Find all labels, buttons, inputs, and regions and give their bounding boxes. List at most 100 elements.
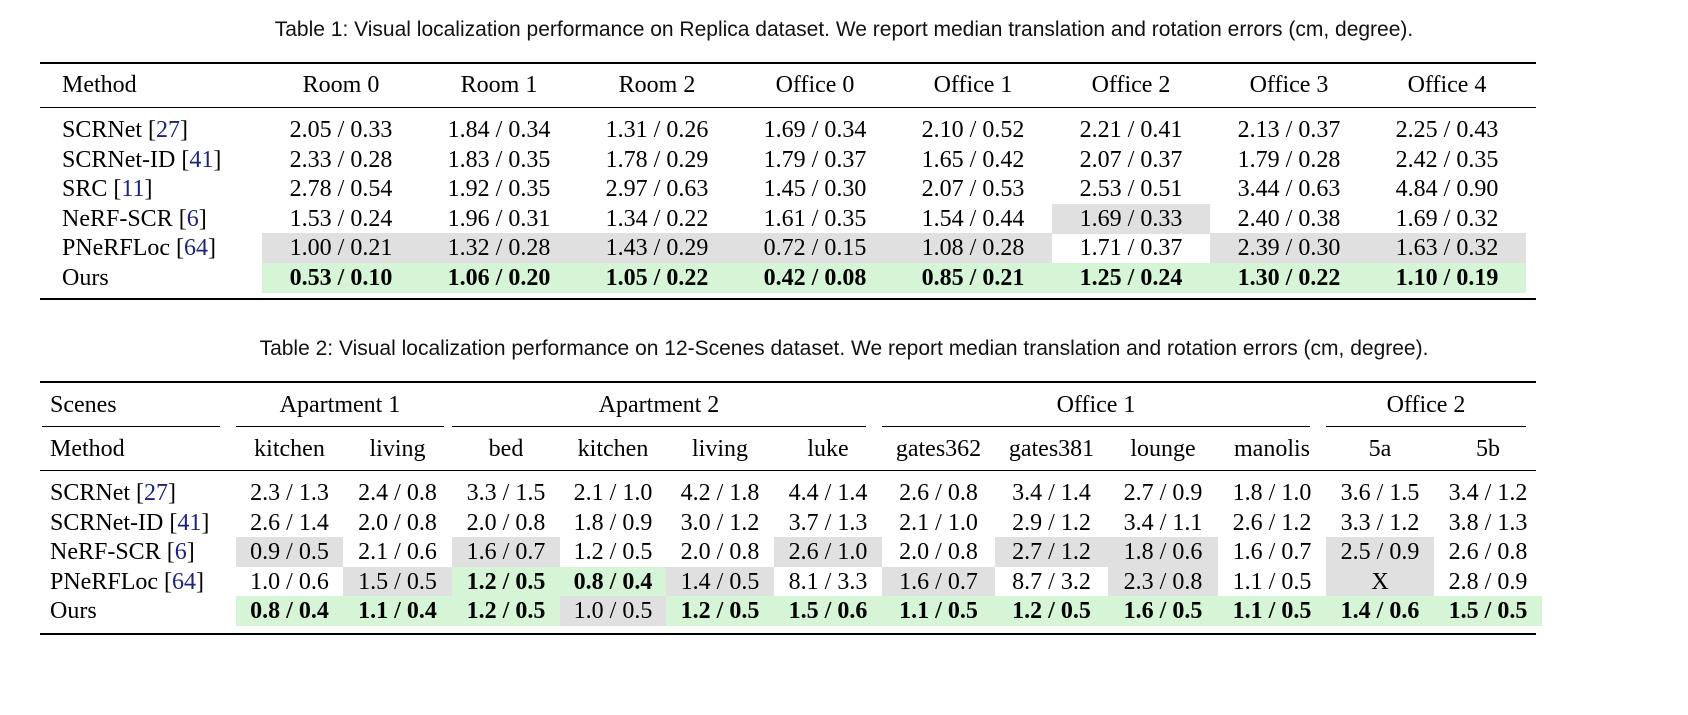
value-cell: 2.0 / 0.8	[899, 539, 978, 565]
value-cell: 2.0 / 0.8	[466, 509, 546, 536]
value-cell: 1.6 / 0.5	[1108, 596, 1218, 626]
header-cell: Method	[62, 72, 137, 98]
value-cell: 1.92 / 0.35	[447, 176, 551, 202]
value-cell: 1.4 / 0.6	[1326, 596, 1434, 626]
value-cell: 2.78 / 0.54	[289, 176, 393, 202]
value-cell: 2.42 / 0.35	[1395, 146, 1499, 173]
value-cell: 0.8 / 0.4	[236, 596, 343, 626]
rule	[42, 426, 220, 427]
method-cell: PNeRFLoc [64]	[50, 568, 204, 595]
value-cell: 1.53 / 0.24	[289, 205, 393, 232]
table-caption: Table 2: Visual localization performance…	[259, 337, 1429, 360]
value-cell: 2.39 / 0.30	[1210, 233, 1368, 263]
value-cell: 2.5 / 0.9	[1326, 537, 1434, 567]
value-cell: 3.7 / 1.3	[788, 509, 868, 536]
value-cell: 2.8 / 0.9	[1448, 568, 1528, 595]
value-cell: 0.9 / 0.5	[236, 537, 343, 567]
header-cell: Office 2	[1091, 72, 1171, 98]
header-cell: 5b	[1476, 436, 1500, 462]
method-cell: SCRNet [27]	[50, 480, 177, 506]
rule	[40, 107, 1536, 108]
value-cell: 1.30 / 0.22	[1210, 262, 1368, 293]
value-cell: 2.07 / 0.53	[921, 176, 1025, 202]
value-cell: 2.6 / 0.8	[899, 480, 978, 506]
header-cell: Office 1	[933, 72, 1013, 98]
value-cell: 1.10 / 0.19	[1368, 262, 1526, 293]
value-cell: 2.7 / 0.9	[1123, 480, 1203, 506]
header-cell: Office 4	[1407, 72, 1487, 98]
value-cell: 3.8 / 1.3	[1448, 509, 1528, 536]
value-cell: 2.7 / 1.2	[995, 537, 1108, 567]
value-cell: 0.72 / 0.15	[736, 233, 894, 263]
rule	[40, 298, 1536, 300]
value-cell: 2.0 / 0.8	[680, 539, 760, 565]
value-cell: 8.1 / 3.3	[788, 568, 868, 595]
value-cell: 3.44 / 0.63	[1237, 176, 1341, 202]
header-cell: manolis	[1234, 436, 1310, 462]
value-cell: 3.6 / 1.5	[1340, 480, 1420, 506]
value-cell: 1.69 / 0.33	[1052, 203, 1210, 234]
header-cell: Method	[50, 436, 125, 462]
group-header-cell: Office 1	[1056, 392, 1136, 418]
value-cell: 4.2 / 1.8	[680, 480, 760, 506]
header-cell: kitchen	[577, 436, 649, 462]
value-cell: 1.6 / 0.7	[882, 566, 995, 597]
value-cell: 1.2 / 0.5	[573, 539, 653, 565]
value-cell: 0.8 / 0.4	[560, 566, 666, 597]
header-cell: Room 2	[618, 72, 696, 98]
header-cell: Room 1	[460, 72, 538, 98]
value-cell: 1.0 / 0.6	[250, 568, 329, 595]
rule	[882, 426, 1310, 427]
rule	[452, 426, 866, 427]
table-caption: Table 1: Visual localization performance…	[274, 18, 1414, 41]
value-cell: 1.79 / 0.37	[763, 146, 867, 173]
value-cell: 1.1 / 0.5	[882, 596, 995, 626]
method-cell: SRC [11]	[62, 176, 153, 202]
value-cell: 2.21 / 0.41	[1079, 117, 1183, 143]
value-cell: 1.1 / 0.5	[1218, 596, 1326, 626]
value-cell: 3.3 / 1.5	[466, 480, 546, 506]
value-cell: 8.7 / 3.2	[1012, 568, 1091, 595]
value-cell: 1.83 / 0.35	[447, 146, 551, 173]
value-cell: 2.4 / 0.8	[358, 480, 437, 506]
value-cell: 1.61 / 0.35	[763, 205, 867, 232]
value-cell: 2.25 / 0.43	[1395, 117, 1499, 143]
value-cell: 1.69 / 0.32	[1395, 205, 1499, 232]
value-cell: 2.1 / 1.0	[573, 480, 653, 506]
value-cell: 2.1 / 1.0	[899, 509, 978, 536]
rule	[40, 633, 1536, 635]
group-header-cell: Office 2	[1386, 392, 1466, 418]
rule	[1326, 426, 1526, 427]
value-cell: 1.08 / 0.28	[894, 233, 1052, 263]
rule	[236, 426, 444, 427]
value-cell: 2.07 / 0.37	[1079, 146, 1183, 173]
method-cell: SCRNet [27]	[62, 117, 189, 143]
value-cell: 1.6 / 0.7	[1232, 539, 1312, 565]
value-cell: 2.6 / 1.2	[1232, 509, 1312, 536]
value-cell: 3.4 / 1.4	[1012, 480, 1091, 506]
header-cell: Room 0	[302, 72, 380, 98]
header-cell: bed	[488, 436, 524, 462]
group-header-cell: Scenes	[50, 392, 117, 418]
value-cell: 2.3 / 0.8	[1108, 566, 1218, 597]
value-cell: 1.4 / 0.5	[666, 566, 774, 597]
value-cell: 2.33 / 0.28	[289, 146, 393, 173]
value-cell: 0.85 / 0.21	[894, 262, 1052, 293]
value-cell: 1.8 / 1.0	[1232, 480, 1312, 506]
method-cell: Ours	[50, 598, 97, 624]
value-cell: 1.05 / 0.22	[578, 262, 736, 293]
value-cell: 2.05 / 0.33	[289, 117, 393, 143]
value-cell: 2.0 / 0.8	[358, 509, 437, 536]
header-cell: gates381	[1008, 436, 1095, 462]
header-cell: living	[691, 436, 748, 462]
value-cell: 2.6 / 1.0	[774, 537, 882, 567]
value-cell: 1.5 / 0.5	[1434, 596, 1542, 626]
value-cell: 3.0 / 1.2	[680, 509, 760, 536]
value-cell: 2.40 / 0.38	[1237, 205, 1341, 232]
method-cell: PNeRFLoc [64]	[62, 235, 216, 261]
group-header-cell: Apartment 1	[279, 392, 401, 418]
value-cell: 1.34 / 0.22	[605, 205, 709, 232]
rule	[40, 381, 1536, 383]
rule	[40, 62, 1536, 64]
value-cell: 3.4 / 1.1	[1123, 509, 1203, 536]
